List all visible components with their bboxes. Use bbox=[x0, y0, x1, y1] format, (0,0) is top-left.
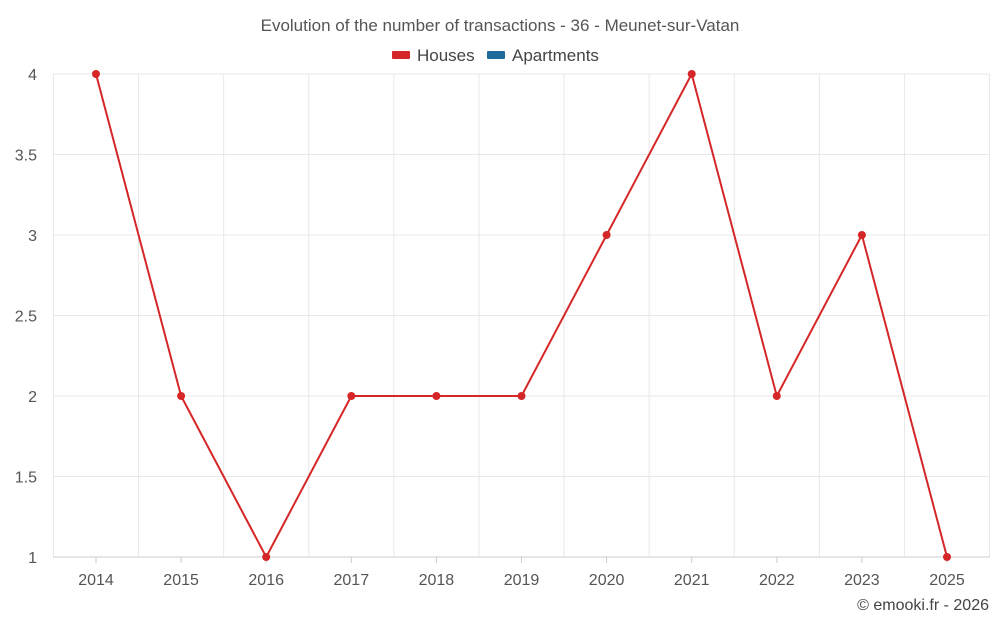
x-tick-label: 2021 bbox=[674, 572, 710, 589]
data-point-houses[interactable] bbox=[602, 231, 611, 239]
y-tick-label: 4 bbox=[28, 67, 37, 84]
data-point-houses[interactable] bbox=[517, 392, 526, 400]
x-tick-label: 2022 bbox=[759, 572, 795, 589]
x-tick-label: 2016 bbox=[248, 572, 284, 589]
x-tick-label: 2025 bbox=[929, 572, 965, 589]
x-tick-label: 2015 bbox=[163, 572, 199, 589]
plot-area bbox=[92, 70, 951, 561]
data-point-houses[interactable] bbox=[92, 70, 100, 78]
legend-item-apartments[interactable]: Apartments bbox=[487, 46, 599, 65]
data-point-houses[interactable] bbox=[432, 392, 441, 400]
y-tick-label: 3 bbox=[28, 228, 37, 245]
data-point-houses[interactable] bbox=[347, 392, 356, 400]
data-point-houses[interactable] bbox=[262, 553, 271, 561]
data-point-houses[interactable] bbox=[177, 392, 186, 400]
x-tick-label: 2023 bbox=[844, 572, 880, 589]
y-tick-label: 1.5 bbox=[15, 470, 37, 487]
legend-label-houses: Houses bbox=[417, 46, 475, 65]
data-point-houses[interactable] bbox=[943, 553, 951, 561]
data-point-houses[interactable] bbox=[687, 70, 696, 78]
y-tick-label: 2.5 bbox=[15, 309, 37, 326]
legend-item-houses[interactable]: Houses bbox=[392, 46, 475, 65]
grid bbox=[52, 73, 991, 557]
axes: 1 1.5 2 2.5 3 3.5 4 2014 2015 2016 2017 2018 2019 202… bbox=[15, 67, 990, 589]
legend: Houses Apartments bbox=[392, 46, 599, 65]
legend-swatch-apartments bbox=[487, 51, 505, 59]
data-point-houses[interactable] bbox=[772, 392, 781, 400]
chart-title: Evolution of the number of transactions … bbox=[261, 16, 740, 35]
x-tick-label: 2019 bbox=[504, 572, 540, 589]
y-tick-label: 1 bbox=[28, 550, 37, 567]
x-tick-label: 2014 bbox=[78, 572, 114, 589]
x-tick-label: 2020 bbox=[589, 572, 625, 589]
y-tick-label: 3.5 bbox=[15, 148, 37, 165]
x-tick-label: 2017 bbox=[334, 572, 370, 589]
legend-swatch-houses bbox=[392, 51, 410, 59]
data-point-houses[interactable] bbox=[857, 231, 866, 239]
y-tick-label: 2 bbox=[28, 389, 37, 406]
x-tick-label: 2018 bbox=[419, 572, 455, 589]
credit-text: © emooki.fr - 2026 bbox=[857, 597, 989, 614]
legend-label-apartments: Apartments bbox=[512, 46, 599, 65]
